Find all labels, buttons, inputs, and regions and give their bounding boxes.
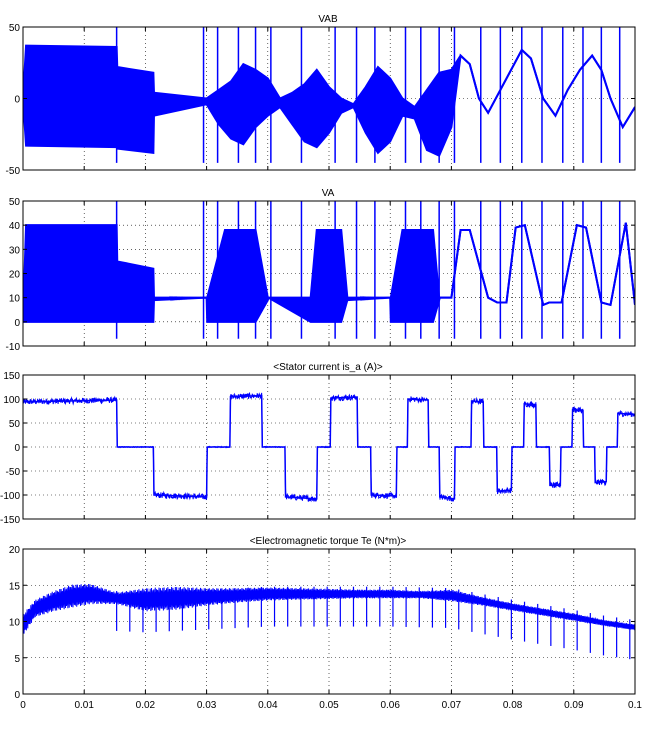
- x-tick-label: 0.09: [564, 700, 584, 711]
- x-tick-label: 0.08: [503, 700, 523, 711]
- panel-electromagnetic-torque: <Electromagnetic torque Te (N*m)> 0 5 10 15…: [9, 536, 643, 711]
- y-tick-label: -150: [0, 515, 20, 526]
- y-tick-label: 5: [14, 654, 20, 665]
- y-tick-label: 20: [9, 270, 21, 281]
- y-tick-label: 50: [9, 419, 21, 430]
- x-tick-label: 0.04: [258, 700, 278, 711]
- y-tick-label: 50: [9, 197, 21, 208]
- y-tick-label: -100: [0, 491, 20, 502]
- y-tick-label: 50: [9, 23, 21, 34]
- x-tick-label: 0.07: [442, 700, 462, 711]
- y-tick-label: -10: [6, 342, 21, 353]
- x-tick-label: 0.03: [197, 700, 217, 711]
- x-tick-label: 0.06: [380, 700, 400, 711]
- y-tick-label: 10: [9, 618, 21, 629]
- y-tick-label: 20: [9, 545, 21, 556]
- y-tick-label: -50: [6, 467, 21, 478]
- y-tick-label: -50: [6, 166, 21, 177]
- x-tick-label: 0.02: [136, 700, 156, 711]
- x-tick-label: 0.1: [628, 700, 642, 711]
- panel-vab: VAB -50 0 50: [6, 14, 636, 177]
- y-tick-label: 0: [14, 690, 20, 701]
- series-group: [23, 27, 635, 163]
- series-group: [23, 391, 635, 503]
- chart-title: <Stator current is_a (A)>: [273, 362, 383, 373]
- series-group: [23, 201, 635, 339]
- panel-stator-current: <Stator current is_a (A)> -150 -100 -50 0 50…: [0, 362, 636, 526]
- gridlines: [23, 549, 635, 694]
- x-tick-label: 0.01: [74, 700, 94, 711]
- y-tick-label: 100: [3, 395, 20, 406]
- y-tick-label: 30: [9, 245, 21, 256]
- y-tick-label: 15: [9, 581, 21, 592]
- y-tick-label: 0: [14, 443, 20, 454]
- lower-envelope: [23, 222, 635, 323]
- y-tick-label: 150: [3, 371, 20, 382]
- chart-title: <Electromagnetic torque Te (N*m)>: [250, 536, 407, 547]
- series-group: [23, 584, 635, 660]
- y-tick-label: 10: [9, 294, 21, 305]
- chart-title: VA: [322, 188, 335, 199]
- x-tick-label: 0: [20, 700, 26, 711]
- y-tick-label: 0: [14, 318, 20, 329]
- panel-va: VA -10 0 10 20 30 40 50: [6, 188, 636, 353]
- chart-title: VAB: [318, 14, 338, 25]
- y-tick-label: 40: [9, 221, 21, 232]
- stator-current-ripple: [23, 391, 635, 503]
- lower-envelope: [23, 48, 635, 158]
- y-tick-label: 0: [14, 95, 20, 106]
- torque-series-line: [23, 584, 635, 634]
- x-tick-label: 0.05: [319, 700, 339, 711]
